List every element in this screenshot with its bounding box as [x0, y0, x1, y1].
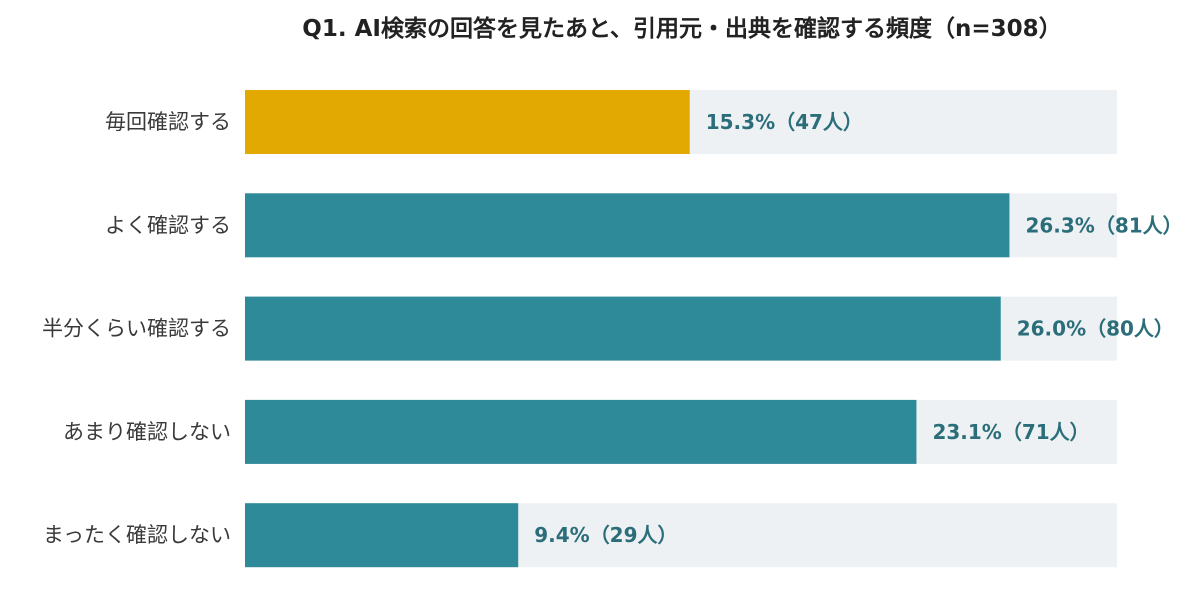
category-label: 毎回確認する [105, 110, 231, 134]
chart-title: Q1. AI検索の回答を見たあと、引用元・出典を確認する頻度（n=308） [302, 15, 1061, 42]
value-label: 23.1%（71人） [932, 420, 1089, 444]
bar [245, 296, 1001, 361]
value-label: 26.3%（81人） [1025, 213, 1182, 237]
category-label: まったく確認しない [43, 523, 231, 547]
category-label: 半分くらい確認する [42, 317, 231, 341]
value-label: 9.4%（29人） [534, 523, 677, 547]
bar [245, 399, 917, 464]
value-label: 15.3%（47人） [706, 110, 863, 134]
bars-layer: 毎回確認する 15.3%（47人） よく確認する 26.3%（81人） 半分くらい確認す… [42, 90, 1183, 568]
bar [245, 503, 519, 568]
bar [245, 193, 1010, 258]
category-label: よく確認する [105, 213, 231, 237]
value-label: 26.0%（80人） [1017, 317, 1174, 341]
category-label: あまり確認しない [63, 420, 231, 444]
bar [245, 90, 690, 154]
